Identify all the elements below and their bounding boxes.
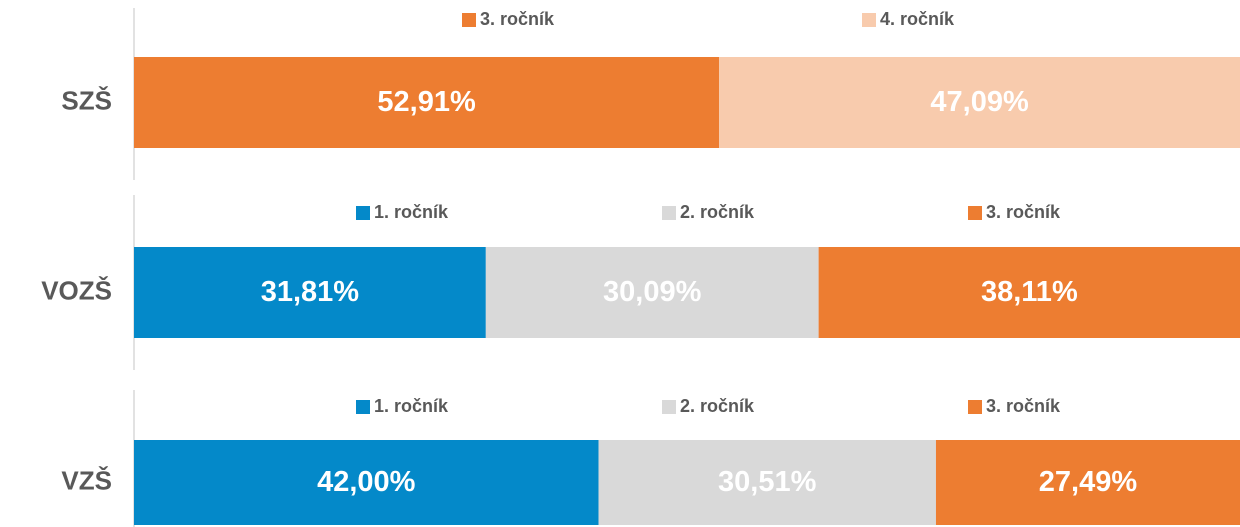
- bar-segment: [598, 440, 936, 525]
- value-label: 42,00%: [317, 466, 416, 498]
- value-label: 47,09%: [930, 86, 1029, 118]
- bar-segment: [818, 247, 1240, 338]
- bar-segment: [134, 57, 720, 148]
- legend-label: 2. ročník: [680, 396, 755, 416]
- value-label: 27,49%: [1039, 466, 1138, 498]
- value-label: 30,09%: [603, 276, 702, 308]
- legend-label: 3. ročník: [986, 396, 1061, 416]
- legend-swatch: [968, 206, 982, 220]
- legend-swatch: [662, 400, 676, 414]
- bar-segment: [485, 247, 819, 338]
- legend-swatch: [662, 206, 676, 220]
- value-label: 31,81%: [261, 276, 360, 308]
- legend-swatch: [862, 13, 876, 27]
- legend-label: 1. ročník: [374, 202, 449, 222]
- legend-label: 1. ročník: [374, 396, 449, 416]
- bar-segment: [935, 440, 1240, 525]
- bar-segment: [134, 247, 486, 338]
- category-label: SZŠ: [61, 85, 112, 115]
- legend-swatch: [356, 400, 370, 414]
- value-label: 52,91%: [377, 86, 476, 118]
- category-label: VOZŠ: [41, 275, 112, 305]
- legend-label: 4. ročník: [880, 9, 955, 29]
- legend-swatch: [968, 400, 982, 414]
- bar-segment: [719, 57, 1240, 148]
- legend-label: 3. ročník: [480, 9, 555, 29]
- category-label: VZŠ: [61, 465, 112, 495]
- legend-label: 2. ročník: [680, 202, 755, 222]
- legend-swatch: [462, 13, 476, 27]
- value-label: 30,51%: [718, 466, 817, 498]
- legend-swatch: [356, 206, 370, 220]
- value-label: 38,11%: [981, 276, 1078, 308]
- legend-label: 3. ročník: [986, 202, 1061, 222]
- bar-segment: [134, 440, 599, 525]
